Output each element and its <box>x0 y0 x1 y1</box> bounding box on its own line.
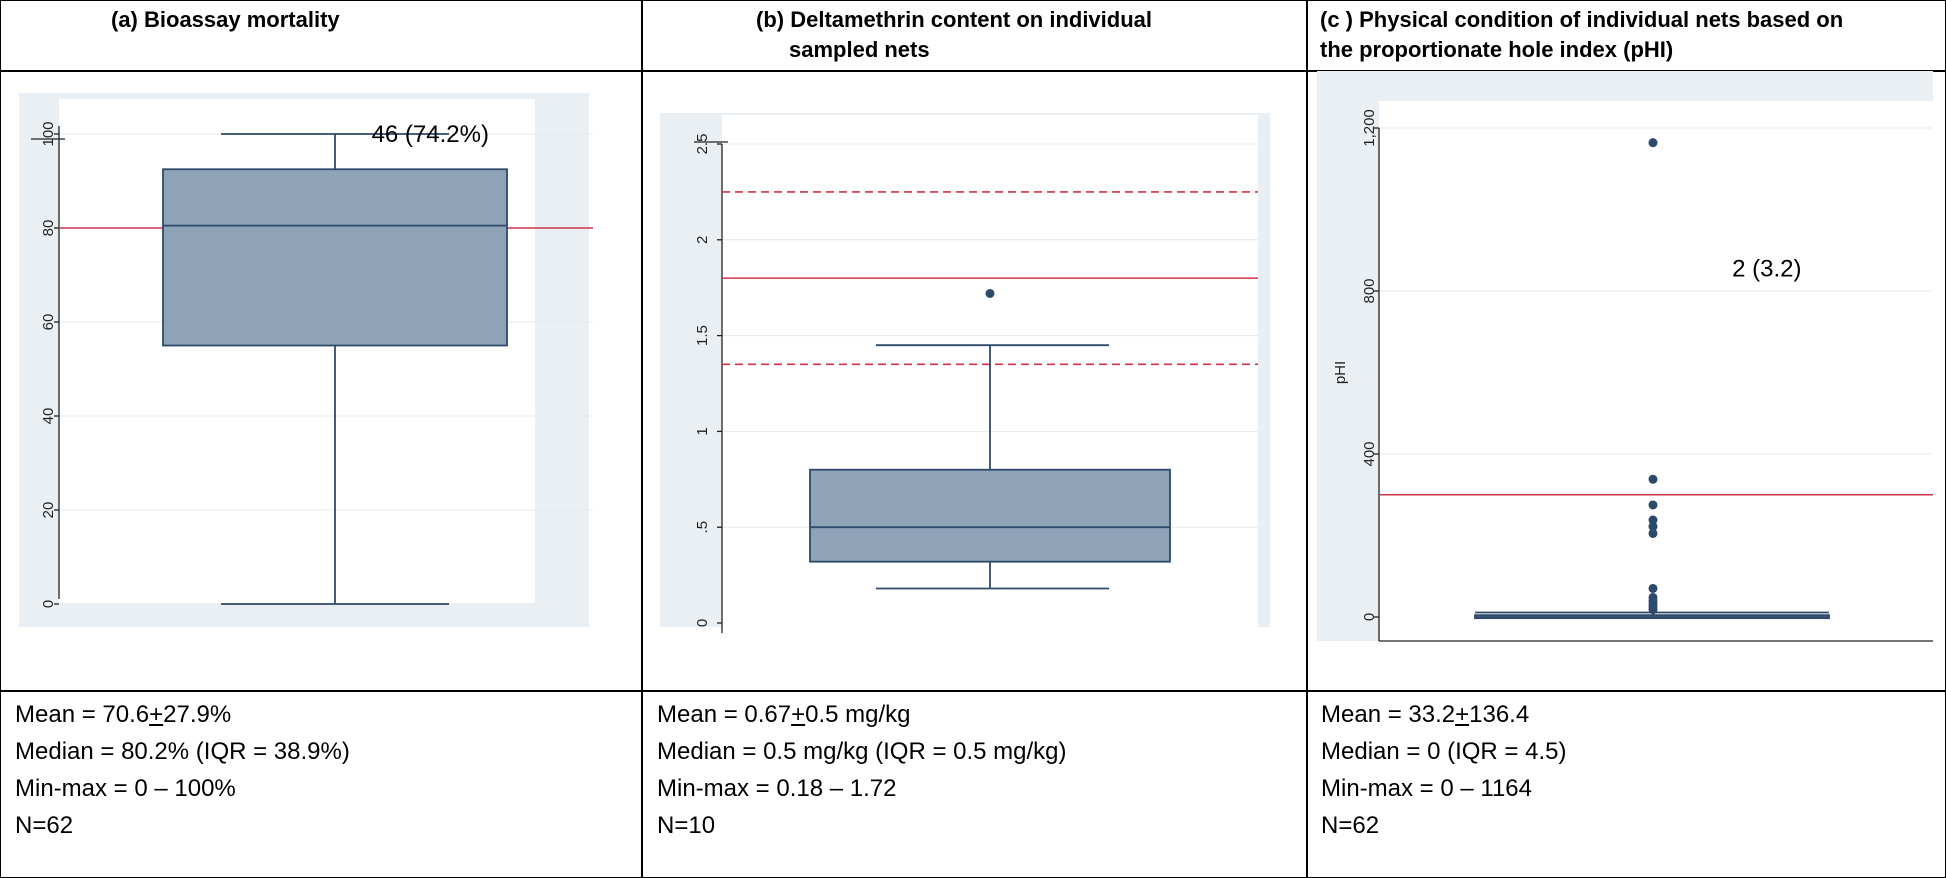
box-iqr <box>809 468 1171 563</box>
panel-a-stats-cell: Mean = 70.6+27.9% Median = 80.2% (IQR = … <box>0 690 643 878</box>
panel-a-title-line1: (a) Bioassay mortality <box>111 7 340 32</box>
y-tick-label: 40 <box>40 408 57 425</box>
panel-b-median: Median = 0.5 mg/kg (IQR = 0.5 mg/kg) <box>657 738 1067 765</box>
y-tick-label: 800 <box>1361 278 1378 303</box>
panel-b-mean-value: Mean = 0.67 <box>657 701 792 728</box>
panel-a-median: Median = 80.2% (IQR = 38.9%) <box>15 738 350 765</box>
annotation-label: 2 (3.2) <box>1732 256 1801 283</box>
panel-c-stats-cell: Mean = 33.2+136.4 Median = 0 (IQR = 4.5)… <box>1306 690 1946 878</box>
panel-c-title: (c ) Physical condition of individual ne… <box>1307 1 1945 65</box>
plus-minus-sign: + <box>149 701 164 728</box>
panel-b-n: N=10 <box>657 812 716 839</box>
panel-a-stats: Mean = 70.6+27.9% Median = 80.2% (IQR = … <box>1 691 642 844</box>
y-tick-label: 1.5 <box>694 325 711 346</box>
plot-region <box>1379 101 1933 641</box>
panel-a-mean-sd: 27.9% <box>163 701 232 728</box>
panel-a-n: N=62 <box>15 812 74 839</box>
panel-b-chart-cell: 0 .5 1 1.5 2 2.5 <box>641 70 1308 692</box>
panel-c-title-cell: (c ) Physical condition of individual ne… <box>1306 0 1946 72</box>
panel-b-stats: Mean = 0.67+0.5 mg/kg Median = 0.5 mg/kg… <box>642 691 1307 844</box>
panel-b-title-line2: sampled nets <box>789 37 930 62</box>
panel-c-chart-cell: 0 400 800 1,200 pHI 2 (3.2) <box>1306 70 1946 692</box>
chart-b: 0 .5 1 1.5 2 2.5 <box>660 113 1270 637</box>
panel-b-mean: Mean = 0.67+0.5 mg/kg <box>657 696 1307 733</box>
panel-b-mean-sd: 0.5 mg/kg <box>805 701 911 728</box>
panel-c-title-line1: (c ) Physical condition of individual ne… <box>1320 7 1844 32</box>
panel-b-title-line1: (b) Deltamethrin content on individual <box>756 7 1152 32</box>
outlier-point <box>1648 528 1658 538</box>
panel-b-title: (b) Deltamethrin content on individual s… <box>642 1 1307 65</box>
panel-a-title: (a) Bioassay mortality <box>1 1 642 35</box>
panel-c-mean-sd: 136.4 <box>1469 701 1530 728</box>
y-axis-label: pHI <box>1332 361 1349 384</box>
outlier-point <box>1648 583 1658 593</box>
panel-c-median: Median = 0 (IQR = 4.5) <box>1321 738 1567 765</box>
y-tick-label: 2 <box>694 236 711 244</box>
panel-a-mean-value: Mean = 70.6 <box>15 701 150 728</box>
y-tick-label: 0 <box>40 600 57 608</box>
y-tick-label: 60 <box>40 314 57 331</box>
y-tick-label: 400 <box>1361 441 1378 466</box>
y-tick-label: 0 <box>1361 613 1378 621</box>
plus-minus-sign: + <box>791 701 806 728</box>
outlier-point <box>1648 592 1658 602</box>
y-tick-label: 1,200 <box>1361 109 1378 147</box>
panel-b-stats-cell: Mean = 0.67+0.5 mg/kg Median = 0.5 mg/kg… <box>641 690 1308 878</box>
panel-c-n: N=62 <box>1321 812 1380 839</box>
panel-c-mean: Mean = 33.2+136.4 <box>1321 696 1945 733</box>
panel-a-title-cell: (a) Bioassay mortality <box>0 0 643 72</box>
y-tick-label: 2.5 <box>694 134 711 155</box>
panel-b-title-cell: (b) Deltamethrin content on individual s… <box>641 0 1308 72</box>
chart-a: 0 20 40 60 80 100 46 (74.2%) <box>19 93 593 627</box>
box-iqr <box>162 168 508 347</box>
panel-c-stats: Mean = 33.2+136.4 Median = 0 (IQR = 4.5)… <box>1307 691 1945 844</box>
panel-a-chart-cell: 0 20 40 60 80 100 46 (74.2%) <box>0 70 643 692</box>
outlier-point <box>1648 474 1658 484</box>
panel-a-minmax: Min-max = 0 – 100% <box>15 775 236 802</box>
outlier-point <box>1648 500 1658 510</box>
y-tick-label: 100 <box>40 121 57 146</box>
panel-c-title-line2: the proportionate hole index (pHI) <box>1320 37 1674 62</box>
plus-minus-sign: + <box>1455 701 1470 728</box>
panel-a-mean: Mean = 70.6+27.9% <box>15 696 642 733</box>
panel-b-minmax: Min-max = 0.18 – 1.72 <box>657 775 897 802</box>
annotation-label: 46 (74.2%) <box>372 121 489 148</box>
y-tick-label: 20 <box>40 502 57 519</box>
y-tick-label: 0 <box>694 619 711 627</box>
y-tick-label: 80 <box>40 220 57 237</box>
outlier-point <box>1648 138 1658 148</box>
outlier-point <box>1648 522 1658 532</box>
y-tick-label: 1 <box>694 427 711 435</box>
panel-c-mean-value: Mean = 33.2 <box>1321 701 1456 728</box>
chart-c: 0 400 800 1,200 pHI 2 (3.2) <box>1317 71 1933 642</box>
y-tick-label: .5 <box>694 521 711 534</box>
outlier-point <box>1648 515 1658 525</box>
panel-c-minmax: Min-max = 0 – 1164 <box>1321 775 1532 802</box>
outlier-point <box>985 288 995 298</box>
